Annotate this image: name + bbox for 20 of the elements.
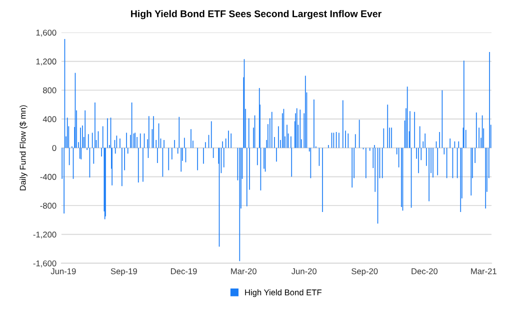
x-tick-label: Mar-20	[231, 268, 256, 274]
x-tick-label: Jun-19	[50, 268, 76, 274]
x-tick-label: Sep-19	[110, 268, 137, 276]
y-tick-label: -800	[40, 202, 56, 209]
x-tick-label: Sep-20	[352, 268, 378, 276]
y-tick-label: -1,200	[33, 232, 56, 238]
y-axis-title: Daily Fund Flow ($ mn)	[20, 105, 28, 190]
y-tick-label: -400	[40, 174, 56, 180]
y-tick-label: 0	[52, 145, 56, 151]
y-tick-label: -1,600	[33, 260, 56, 268]
x-tick-label: Jun-20	[291, 268, 317, 274]
chart-title: High Yield Bond ETF Sees Second Largest Inflow Ever	[131, 10, 382, 20]
x-tick-label: Dec-20	[412, 268, 438, 274]
y-tick-label: 1,200	[36, 58, 56, 66]
x-tick-label: Dec-19	[171, 268, 197, 274]
y-tick-label: 400	[42, 116, 56, 122]
y-tick-label: 1,600	[36, 30, 56, 37]
legend-label: High Yield Bond ETF	[245, 289, 322, 298]
y-tick-label: 800	[43, 87, 56, 94]
x-tick-label: Mar-21	[471, 268, 496, 274]
